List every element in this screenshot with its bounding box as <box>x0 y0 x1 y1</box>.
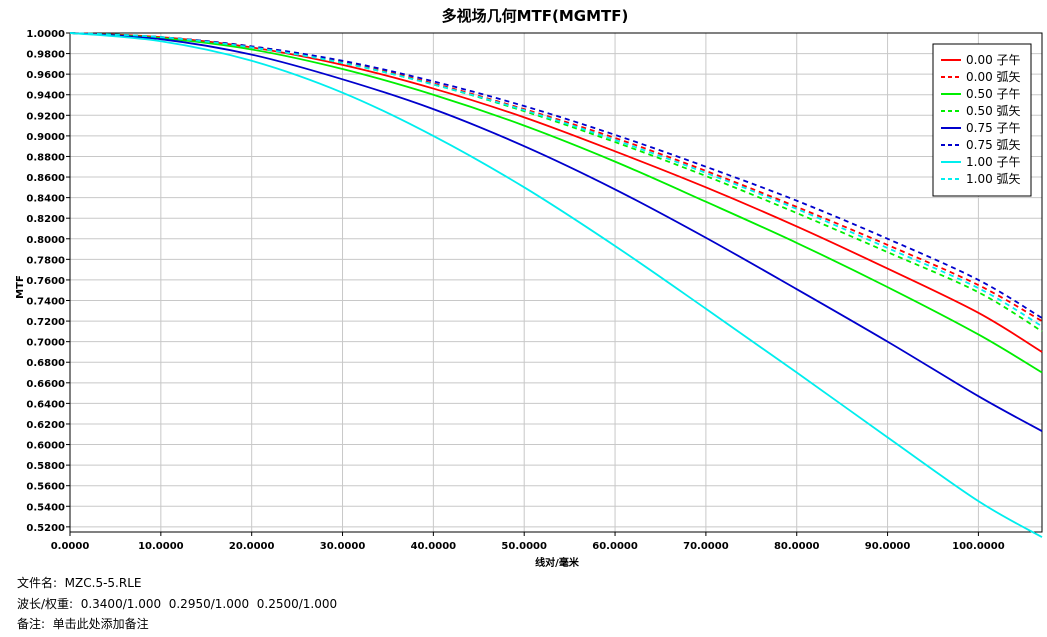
y-tick-label: 0.9800 <box>26 50 65 61</box>
y-tick-label: 0.9600 <box>26 70 65 81</box>
y-tick-label: 0.6000 <box>26 441 65 452</box>
y-tick-label: 0.6400 <box>26 399 65 410</box>
y-tick-label: 0.9400 <box>26 91 65 102</box>
y-tick-label: 0.7000 <box>26 338 65 349</box>
y-axis: 1.0000 0.9800 0.9600 0.9400 0.9200 0.9000 0.88… <box>26 29 70 534</box>
x-axis-label: 线对/毫米 <box>535 556 580 569</box>
x-tick-label: 20.0000 <box>229 541 275 552</box>
x-tick-label: 80.0000 <box>774 541 820 552</box>
legend-label: 0.75 子午 <box>966 121 1021 135</box>
wavelength-info: 波长/权重: 0.3400/1.000 0.2950/1.000 0.2500/… <box>17 595 337 612</box>
file-name-info: 文件名: MZC.5-5.RLE <box>17 574 141 591</box>
plot-area <box>70 33 1042 532</box>
grid <box>70 33 1042 532</box>
x-tick-label: 10.0000 <box>138 541 184 552</box>
legend-label: 1.00 弧矢 <box>966 172 1021 186</box>
legend-label: 0.50 弧矢 <box>966 104 1021 118</box>
legend-label: 0.50 子午 <box>966 87 1021 101</box>
y-tick-label: 0.8000 <box>26 235 65 246</box>
x-tick-label: 70.0000 <box>683 541 729 552</box>
series-line-7 <box>70 33 1042 326</box>
y-tick-label: 0.5600 <box>26 482 65 493</box>
y-tick-label: 0.6200 <box>26 420 65 431</box>
y-tick-label: 0.5800 <box>26 461 65 472</box>
x-tick-label: 90.0000 <box>865 541 911 552</box>
x-tick-label: 50.0000 <box>501 541 547 552</box>
legend-label: 0.00 弧矢 <box>966 70 1021 84</box>
y-tick-label: 0.5400 <box>26 502 65 513</box>
mtf-chart: 多视场几何MTF(MGMTF) 1.0000 0.9800 0.9600 0.9400… <box>0 0 1047 575</box>
y-tick-label: 0.8800 <box>26 152 65 163</box>
y-tick-label: 1.0000 <box>26 29 65 40</box>
y-tick-label: 0.7800 <box>26 255 65 266</box>
y-tick-label: 0.8200 <box>26 214 65 225</box>
y-tick-label: 0.7200 <box>26 317 65 328</box>
note-info[interactable]: 备注: 单击此处添加备注 <box>17 615 149 632</box>
legend-label: 0.00 子午 <box>966 53 1021 67</box>
y-axis-label: MTF <box>15 275 26 299</box>
y-tick-label: 0.8400 <box>26 194 65 205</box>
chart-title: 多视场几何MTF(MGMTF) <box>442 7 629 25</box>
y-tick-label: 0.8600 <box>26 173 65 184</box>
x-tick-label: 100.0000 <box>952 541 1005 552</box>
y-tick-label: 0.9000 <box>26 132 65 143</box>
series-line-3 <box>70 33 1042 331</box>
y-tick-label: 0.7600 <box>26 276 65 287</box>
y-tick-label: 0.6600 <box>26 379 65 390</box>
legend-label: 0.75 弧矢 <box>966 138 1021 152</box>
x-tick-label: 30.0000 <box>320 541 366 552</box>
legend: 0.00 子午 0.00 弧矢 0.50 子午 0.50 弧矢 0.75 子午 0.75 … <box>933 44 1031 196</box>
y-tick-label: 0.5200 <box>26 523 65 534</box>
series-line-0 <box>70 33 1042 352</box>
legend-label: 1.00 子午 <box>966 155 1021 169</box>
y-tick-label: 0.6800 <box>26 358 65 369</box>
series-line-6 <box>70 33 1042 537</box>
x-tick-label: 60.0000 <box>592 541 638 552</box>
series-line-5 <box>70 33 1042 318</box>
series-lines <box>70 33 1042 537</box>
x-tick-label: 0.0000 <box>51 541 90 552</box>
series-line-2 <box>70 33 1042 373</box>
x-axis: 0.0000 10.0000 20.0000 30.0000 40.0000 50.000… <box>51 532 1005 552</box>
series-line-4 <box>70 33 1042 431</box>
y-tick-label: 0.7400 <box>26 297 65 308</box>
y-tick-label: 0.9200 <box>26 111 65 122</box>
x-tick-label: 40.0000 <box>411 541 457 552</box>
